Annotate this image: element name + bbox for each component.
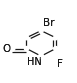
- Text: HN: HN: [27, 57, 42, 67]
- Circle shape: [39, 29, 43, 33]
- Text: F: F: [57, 59, 63, 69]
- Text: O: O: [2, 44, 10, 54]
- Text: F: F: [57, 59, 63, 69]
- Circle shape: [54, 36, 58, 40]
- Circle shape: [10, 46, 15, 51]
- Circle shape: [24, 46, 29, 51]
- Circle shape: [53, 56, 58, 61]
- Circle shape: [24, 36, 29, 40]
- Text: O: O: [2, 44, 10, 54]
- Circle shape: [54, 46, 58, 51]
- Circle shape: [39, 54, 44, 59]
- Text: Br: Br: [43, 18, 54, 28]
- Text: HN: HN: [27, 57, 42, 67]
- Circle shape: [39, 20, 44, 25]
- Text: Br: Br: [43, 18, 54, 28]
